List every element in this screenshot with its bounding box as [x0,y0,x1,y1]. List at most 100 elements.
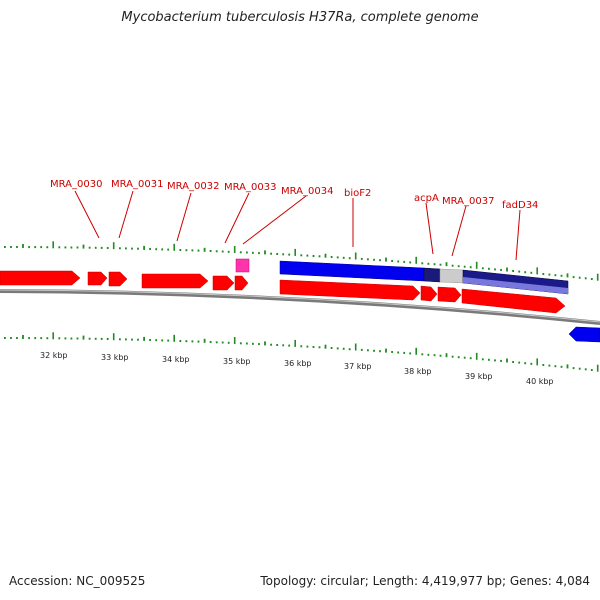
major-tick [233,337,236,344]
minor-tick [367,258,369,261]
minor-tick [209,341,212,343]
minor-tick [100,246,103,249]
minor-tick [149,339,151,341]
minor-tick [488,267,490,270]
kbp-label-36: 36 kbp [284,359,312,368]
minor-tick [161,339,164,342]
minor-tick [161,248,164,251]
minor-tick [106,247,109,249]
minor-tick [506,358,508,363]
minor-tick [542,273,545,275]
minor-tick [439,263,442,266]
gene-arrow[interactable] [87,271,108,286]
gene-arrow[interactable] [108,271,128,287]
minor-tick [76,337,79,340]
minor-tick [409,352,412,355]
minor-tick [336,256,339,259]
reverse-gene-bioF2[interactable] [279,260,425,282]
minor-tick [330,347,333,349]
genome-backbone [0,289,600,325]
minor-tick [590,278,593,280]
minor-tick [40,246,43,249]
major-tick [596,364,599,372]
minor-tick [76,246,79,249]
minor-tick [143,336,145,341]
minor-tick [125,247,127,250]
minor-tick [451,264,454,267]
gene-arrow[interactable] [437,286,462,303]
minor-tick [179,340,182,342]
gene-arrow[interactable] [0,270,81,286]
major-tick [173,243,175,251]
major-tick [112,242,115,250]
minor-tick [22,335,24,339]
genome-stats-text: Topology: circular; Length: 4,419,977 bp… [260,574,590,588]
minor-tick [119,247,121,250]
gene-label-acpA[interactable]: acpA [414,193,439,204]
gene-label-fadD34[interactable]: fadD34 [502,200,538,211]
minor-tick [469,266,472,269]
minor-tick [312,255,315,257]
minor-tick [10,246,12,248]
gene-label-MRA_0034[interactable]: MRA_0034 [281,186,333,197]
minor-tick [270,343,272,346]
gene-arrow[interactable] [420,285,438,302]
gene-label-MRA_0030[interactable]: MRA_0030 [50,179,102,190]
minor-tick [155,339,158,342]
reverse-gene-blue-right[interactable] [568,326,600,343]
minor-tick [433,354,436,357]
minor-tick [10,337,12,339]
minor-tick [318,255,321,258]
gene-label-MRA_0033[interactable]: MRA_0033 [224,182,276,193]
reverse-gene-fadD34-lower[interactable] [463,277,568,294]
kbp-label-37: 37 kbp [344,362,372,371]
reverse-gene-acpA-dark[interactable] [423,267,441,283]
minor-tick [258,343,260,346]
minor-tick [469,357,472,360]
minor-tick [360,257,363,260]
minor-tick [548,364,551,367]
minor-tick [336,347,339,350]
reverse-gene-acpA-grey[interactable] [439,268,464,284]
minor-tick [548,273,551,276]
minor-tick [512,270,514,272]
gene-label-MRA_0032[interactable]: MRA_0032 [167,181,219,192]
minor-tick [391,351,393,353]
gene-label-bioF2[interactable]: bioF2 [344,188,371,199]
major-tick [536,358,538,366]
minor-tick [584,277,587,280]
minor-tick [530,271,533,274]
gene-label-MRA_0037[interactable]: MRA_0037 [442,196,494,207]
minor-tick [191,340,194,343]
gene-arrow[interactable] [141,273,209,289]
label-leaders [74,190,521,261]
minor-tick [463,356,466,359]
major-tick [536,267,538,275]
forward-gene-track-lower [279,279,566,314]
accession-text: Accession: NC_009525 [9,574,146,588]
minor-tick [524,362,527,365]
minor-tick [300,345,303,348]
minor-tick [94,246,97,249]
minor-tick [385,348,387,353]
gene-label-MRA_0031[interactable]: MRA_0031 [111,179,163,190]
minor-tick [88,246,91,249]
gene-arrow[interactable] [234,275,249,291]
minor-tick [433,263,436,266]
minor-tick [409,261,412,264]
minor-tick [500,359,502,362]
minor-tick [58,337,61,340]
minor-tick [131,247,133,250]
genome-backbone-highlight [0,289,600,323]
minor-tick [64,246,67,249]
minor-tick [258,252,260,255]
minor-tick [191,249,194,252]
gene-arrow[interactable] [461,288,566,314]
gene-arrow[interactable] [279,279,421,301]
minor-tick [385,257,387,262]
minor-tick [451,355,454,358]
minor-tick [58,246,61,249]
rna-gene-box[interactable] [235,258,250,273]
gene-arrow[interactable] [212,275,235,291]
